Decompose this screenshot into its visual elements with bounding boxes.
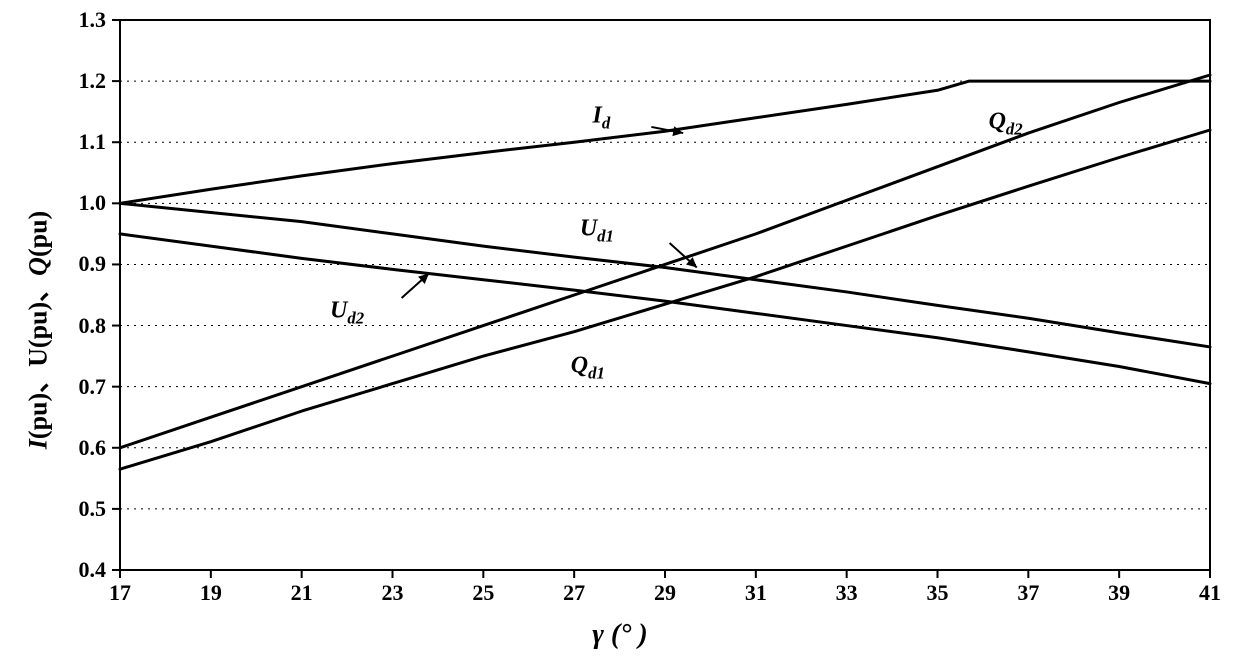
x-axis-label: γ (° )	[592, 619, 648, 651]
y-tick-label: 1.2	[79, 68, 107, 94]
series-label-Ud1: Ud1	[580, 215, 614, 246]
x-tick-label: 35	[927, 580, 949, 606]
series-Ud1	[120, 203, 1210, 347]
series-label-Qd1: Qd1	[571, 353, 605, 384]
x-tick-label: 27	[563, 580, 585, 606]
y-tick-label: 1.0	[79, 190, 107, 216]
x-tick-label: 21	[291, 580, 313, 606]
series-label-Qd2: Qd2	[989, 108, 1023, 139]
x-tick-label: 37	[1017, 580, 1039, 606]
series-label-Ud2: Ud2	[330, 298, 364, 329]
x-tick-label: 33	[836, 580, 858, 606]
chart-svg	[0, 0, 1240, 659]
x-tick-label: 17	[109, 580, 131, 606]
x-tick-label: 23	[382, 580, 404, 606]
y-tick-label: 0.9	[79, 251, 107, 277]
x-tick-label: 39	[1108, 580, 1130, 606]
x-tick-label: 31	[745, 580, 767, 606]
y-tick-label: 0.5	[79, 496, 107, 522]
y-tick-label: 1.1	[79, 129, 107, 155]
x-tick-label: 41	[1199, 580, 1221, 606]
x-tick-label: 19	[200, 580, 222, 606]
series-Id	[120, 81, 1210, 203]
y-tick-label: 0.7	[79, 374, 107, 400]
x-tick-label: 25	[472, 580, 494, 606]
y-axis-label: I(pu)、U(pu)、Q(pu)	[17, 210, 54, 448]
series-Qd1	[120, 130, 1210, 469]
y-tick-label: 0.4	[79, 557, 107, 583]
line-chart: I(pu)、U(pu)、Q(pu) γ (° ) 0.4 0.5 0.6 0.7 0.8…	[0, 0, 1240, 659]
y-tick-label: 0.8	[79, 313, 107, 339]
y-tick-label: 0.6	[79, 435, 107, 461]
x-tick-label: 29	[654, 580, 676, 606]
series-Ud2	[120, 234, 1210, 384]
y-tick-label: 1.3	[79, 7, 107, 33]
series-label-Id: Id	[593, 102, 611, 133]
